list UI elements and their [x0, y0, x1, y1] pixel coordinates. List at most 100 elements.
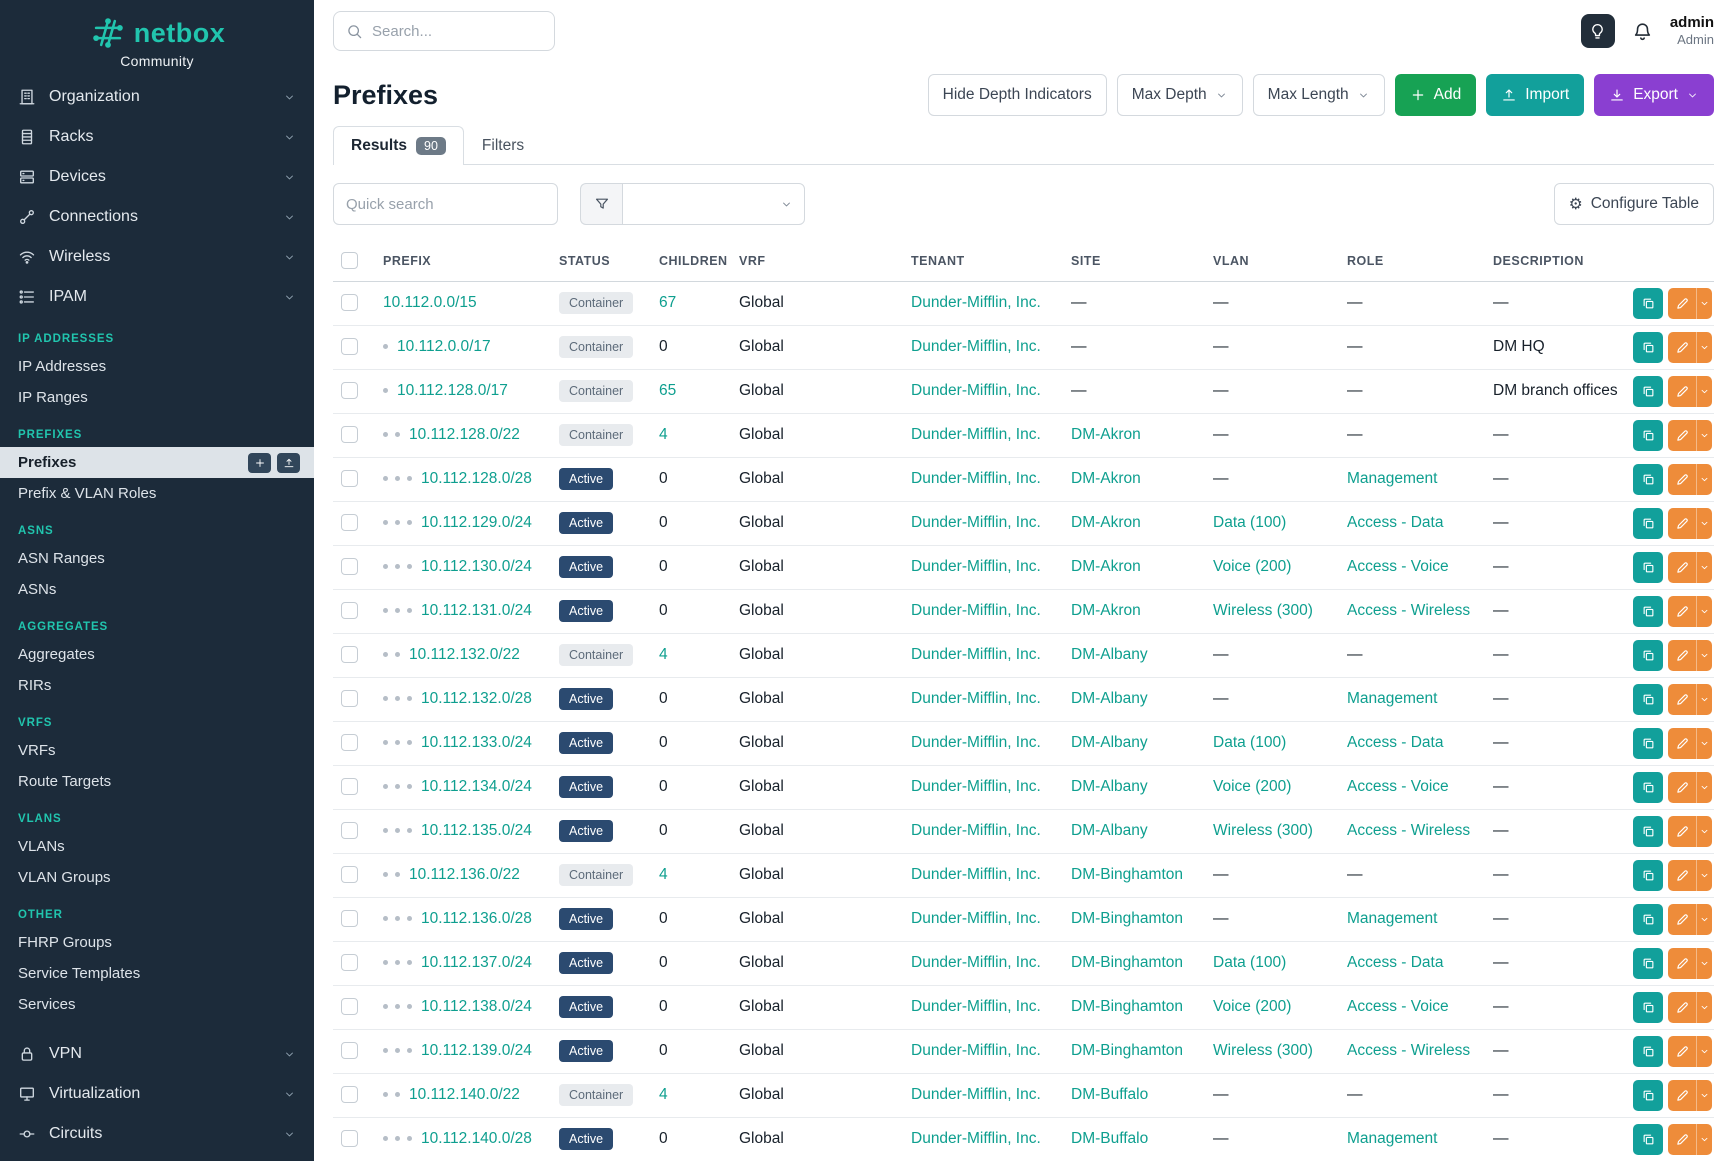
tenant-link[interactable]: Dunder-Mifflin, Inc. [911, 910, 1041, 927]
column-header-tenant[interactable]: TENANT [903, 241, 1063, 282]
site-link[interactable]: DM-Akron [1071, 558, 1141, 575]
search-input[interactable] [372, 22, 542, 40]
sidebar-item-vlans[interactable]: VLANs [0, 831, 314, 862]
prefix-link[interactable]: 10.112.135.0/24 [421, 822, 532, 839]
sidebar-item-fhrp-groups[interactable]: FHRP Groups [0, 927, 314, 958]
edit-button[interactable] [1668, 551, 1696, 583]
clone-button[interactable] [1633, 1035, 1663, 1067]
edit-dropdown-button[interactable] [1696, 375, 1712, 407]
sidebar-item-ip-addresses[interactable]: IP Addresses [0, 351, 314, 382]
prefix-link[interactable]: 10.112.132.0/28 [421, 690, 532, 707]
children-link[interactable]: 4 [659, 866, 668, 883]
tenant-link[interactable]: Dunder-Mifflin, Inc. [911, 426, 1041, 443]
vlan-link[interactable]: Data (100) [1213, 514, 1287, 531]
edit-dropdown-button[interactable] [1696, 287, 1712, 319]
clone-button[interactable] [1633, 947, 1663, 979]
row-checkbox[interactable] [341, 822, 358, 840]
sidebar-item-ip-ranges[interactable]: IP Ranges [0, 382, 314, 413]
clone-button[interactable] [1633, 1079, 1663, 1111]
site-link[interactable]: DM-Albany [1071, 734, 1148, 751]
edit-dropdown-button[interactable] [1696, 331, 1712, 363]
role-link[interactable]: Access - Wireless [1347, 1042, 1471, 1059]
user-menu[interactable]: admin Admin [1670, 14, 1714, 48]
row-checkbox[interactable] [341, 734, 358, 752]
row-checkbox[interactable] [341, 954, 358, 972]
prefix-link[interactable]: 10.112.130.0/24 [421, 558, 532, 575]
prefix-link[interactable]: 10.112.0.0/17 [397, 338, 491, 355]
row-checkbox[interactable] [341, 338, 358, 356]
children-link[interactable]: 67 [659, 294, 677, 311]
prefix-link[interactable]: 10.112.134.0/24 [421, 778, 532, 795]
tenant-link[interactable]: Dunder-Mifflin, Inc. [911, 646, 1041, 663]
configure-table-button[interactable]: ⚙ Configure Table [1553, 183, 1714, 225]
sidebar-item-organization[interactable]: Organization [0, 77, 314, 117]
sidebar-item-services[interactable]: Services [0, 989, 314, 1020]
role-link[interactable]: Access - Voice [1347, 998, 1449, 1015]
role-link[interactable]: Access - Data [1347, 514, 1444, 531]
site-link[interactable]: DM-Albany [1071, 778, 1148, 795]
max-length-dropdown[interactable]: Max Length [1252, 74, 1385, 116]
edit-button[interactable] [1668, 771, 1696, 803]
select-all-checkbox[interactable] [341, 252, 358, 270]
column-header-description[interactable]: DESCRIPTION [1485, 241, 1625, 282]
site-link[interactable]: DM-Akron [1071, 470, 1141, 487]
sidebar-item-vrfs[interactable]: VRFs [0, 735, 314, 766]
edit-button[interactable] [1668, 991, 1696, 1023]
role-link[interactable]: Access - Wireless [1347, 822, 1471, 839]
tenant-link[interactable]: Dunder-Mifflin, Inc. [911, 338, 1041, 355]
clone-button[interactable] [1633, 419, 1663, 451]
row-checkbox[interactable] [341, 1042, 358, 1060]
site-link[interactable]: DM-Albany [1071, 690, 1148, 707]
role-link[interactable]: Access - Data [1347, 954, 1444, 971]
clone-button[interactable] [1633, 727, 1663, 759]
edit-button[interactable] [1668, 507, 1696, 539]
clone-button[interactable] [1633, 375, 1663, 407]
site-link[interactable]: DM-Akron [1071, 426, 1141, 443]
theme-toggle-button[interactable] [1580, 14, 1615, 48]
edit-dropdown-button[interactable] [1696, 815, 1712, 847]
prefix-link[interactable]: 10.112.128.0/22 [409, 426, 520, 443]
tenant-link[interactable]: Dunder-Mifflin, Inc. [911, 470, 1041, 487]
notifications-button[interactable] [1632, 21, 1653, 42]
tenant-link[interactable]: Dunder-Mifflin, Inc. [911, 294, 1041, 311]
clone-button[interactable] [1633, 287, 1663, 319]
children-link[interactable]: 65 [659, 382, 677, 399]
site-link[interactable]: DM-Albany [1071, 822, 1148, 839]
vlan-link[interactable]: Voice (200) [1213, 998, 1292, 1015]
sidebar-item-prefix-vlan-roles[interactable]: Prefix & VLAN Roles [0, 478, 314, 509]
edit-button[interactable] [1668, 331, 1696, 363]
role-link[interactable]: Management [1347, 1130, 1438, 1147]
edit-dropdown-button[interactable] [1696, 991, 1712, 1023]
sidebar-item-asns[interactable]: ASNs [0, 574, 314, 605]
children-link[interactable]: 4 [659, 646, 668, 663]
export-button[interactable]: Export [1594, 74, 1714, 116]
edit-dropdown-button[interactable] [1696, 947, 1712, 979]
site-link[interactable]: DM-Buffalo [1071, 1130, 1149, 1147]
role-link[interactable]: Management [1347, 690, 1438, 707]
role-link[interactable]: Management [1347, 470, 1438, 487]
sidebar-item-virtualization[interactable]: Virtualization [0, 1074, 314, 1114]
edit-dropdown-button[interactable] [1696, 463, 1712, 495]
tenant-link[interactable]: Dunder-Mifflin, Inc. [911, 778, 1041, 795]
tenant-link[interactable]: Dunder-Mifflin, Inc. [911, 734, 1041, 751]
sidebar-item-racks[interactable]: Racks [0, 117, 314, 157]
row-checkbox[interactable] [341, 426, 358, 444]
row-checkbox[interactable] [341, 998, 358, 1016]
clone-button[interactable] [1633, 991, 1663, 1023]
tenant-link[interactable]: Dunder-Mifflin, Inc. [911, 866, 1041, 883]
column-header-children[interactable]: CHILDREN [651, 241, 731, 282]
clone-button[interactable] [1633, 595, 1663, 627]
site-link[interactable]: DM-Akron [1071, 514, 1141, 531]
prefix-link[interactable]: 10.112.138.0/24 [421, 998, 532, 1015]
column-header-site[interactable]: SITE [1063, 241, 1205, 282]
edit-button[interactable] [1668, 463, 1696, 495]
role-link[interactable]: Access - Data [1347, 734, 1444, 751]
edit-dropdown-button[interactable] [1696, 683, 1712, 715]
filter-button[interactable] [580, 183, 622, 225]
edit-dropdown-button[interactable] [1696, 507, 1712, 539]
edit-button[interactable] [1668, 639, 1696, 671]
prefix-link[interactable]: 10.112.136.0/22 [409, 866, 520, 883]
sidebar-item-ipam[interactable]: IPAM [0, 277, 314, 317]
sidebar-item-wireless[interactable]: Wireless [0, 237, 314, 277]
row-checkbox[interactable] [341, 558, 358, 576]
